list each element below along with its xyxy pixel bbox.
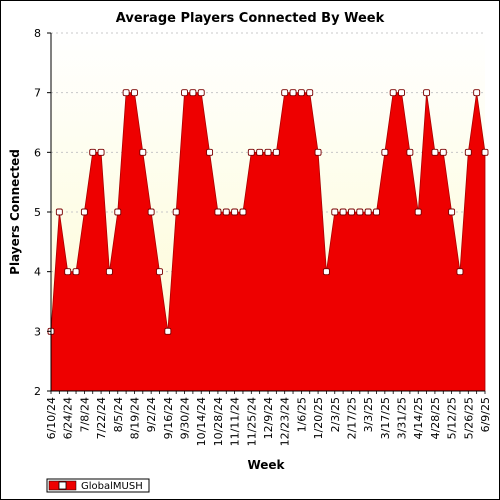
y-axis-label: Players Connected <box>8 149 22 275</box>
data-point <box>105 268 113 276</box>
y-tick-label: 3 <box>34 325 41 338</box>
data-point <box>164 327 172 335</box>
data-point <box>356 208 364 216</box>
data-point <box>222 208 230 216</box>
x-tick-label: 10/28/24 <box>212 397 225 446</box>
data-point <box>139 148 147 156</box>
data-point <box>281 89 289 97</box>
x-tick-label: 3/3/25 <box>362 397 375 432</box>
data-point <box>389 89 397 97</box>
data-point <box>464 148 472 156</box>
data-point <box>414 208 422 216</box>
data-point <box>373 208 380 216</box>
x-tick-label: 1/20/25 <box>312 397 325 439</box>
y-tick-label: 7 <box>34 87 41 100</box>
data-point <box>339 208 347 216</box>
data-point <box>297 89 305 97</box>
x-tick-label: 3/31/25 <box>396 397 409 439</box>
x-tick-label: 7/8/24 <box>78 397 91 432</box>
data-point <box>406 148 414 156</box>
data-point <box>264 148 272 156</box>
data-point <box>364 208 372 216</box>
data-point <box>156 268 163 276</box>
data-point <box>97 148 105 156</box>
data-point <box>314 148 322 156</box>
data-point <box>172 208 180 216</box>
legend-label: GlobalMUSH <box>81 481 143 492</box>
x-tick-label: 10/14/24 <box>195 397 208 446</box>
x-tick-label: 6/9/25 <box>479 397 492 432</box>
x-tick-label: 12/23/24 <box>279 397 292 446</box>
data-point <box>80 208 88 216</box>
data-point <box>231 208 239 216</box>
y-tick-label: 2 <box>34 385 41 398</box>
legend: GlobalMUSH <box>46 478 150 493</box>
data-point <box>181 89 188 97</box>
data-point <box>381 148 389 156</box>
x-tick-labels: 6/10/24 6/24/24 7/8/24 7/22/24 8/5/24 8/19/24… <box>45 397 492 446</box>
x-tick-label: 11/11/24 <box>229 397 242 446</box>
x-tick-label: 7/22/24 <box>95 397 108 439</box>
data-point <box>256 148 264 156</box>
x-tick-label: 6/24/24 <box>62 397 75 439</box>
data-point <box>272 148 280 156</box>
x-tick-label: 5/26/25 <box>462 397 475 439</box>
data-point <box>89 148 97 156</box>
y-tick-label: 6 <box>34 146 41 159</box>
data-point <box>331 208 339 216</box>
axes <box>47 32 486 394</box>
data-point <box>481 148 489 156</box>
x-tick-label: 8/19/24 <box>128 397 141 439</box>
x-tick-label: 2/17/25 <box>345 397 358 439</box>
data-point <box>448 208 456 216</box>
series-area-layer <box>50 92 486 392</box>
chart-title: Average Players Connected By Week <box>116 11 385 26</box>
y-tick-label: 8 <box>34 27 41 40</box>
data-point <box>322 268 330 276</box>
x-axis-label: Week <box>247 458 285 472</box>
x-tick-label: 12/9/24 <box>262 397 275 439</box>
data-point <box>189 89 197 97</box>
data-point <box>72 268 80 276</box>
x-tick-label: 4/28/25 <box>429 397 442 439</box>
data-point <box>206 148 214 156</box>
data-point <box>456 268 464 276</box>
data-point <box>306 89 314 97</box>
x-tick-label: 9/30/24 <box>179 397 192 439</box>
data-point <box>423 89 431 97</box>
x-tick-label: 5/12/25 <box>446 397 459 439</box>
data-point <box>439 148 447 156</box>
data-point <box>348 208 355 216</box>
series-area-globalmush <box>50 92 486 392</box>
y-tick-label: 4 <box>34 266 41 279</box>
data-point <box>114 208 122 216</box>
y-tick-labels: 2 3 4 5 6 7 8 <box>34 27 41 398</box>
x-tick-label: 3/17/25 <box>379 397 392 439</box>
x-tick-label: 8/5/24 <box>112 397 125 432</box>
data-point <box>55 208 63 216</box>
x-tick-label: 6/10/24 <box>45 397 58 439</box>
data-point <box>122 89 130 97</box>
data-point <box>473 89 481 97</box>
data-point <box>214 208 222 216</box>
data-point <box>147 208 155 216</box>
data-point <box>64 268 72 276</box>
x-tick-label: 11/25/24 <box>245 397 258 446</box>
data-point <box>431 148 439 156</box>
x-tick-label: 9/16/24 <box>162 397 175 439</box>
data-point <box>247 148 255 156</box>
x-tick-label: 1/6/25 <box>295 397 308 432</box>
data-point <box>289 89 297 97</box>
x-tick-label: 2/3/25 <box>329 397 342 432</box>
x-tick-label: 9/2/24 <box>145 397 158 432</box>
data-point <box>398 89 405 97</box>
y-tick-label: 5 <box>34 206 41 219</box>
data-point <box>197 89 205 97</box>
series-markers <box>47 89 489 335</box>
legend-marker <box>58 481 67 490</box>
x-tick-label: 4/14/25 <box>412 397 425 439</box>
data-point <box>131 89 138 97</box>
data-point <box>239 208 247 216</box>
